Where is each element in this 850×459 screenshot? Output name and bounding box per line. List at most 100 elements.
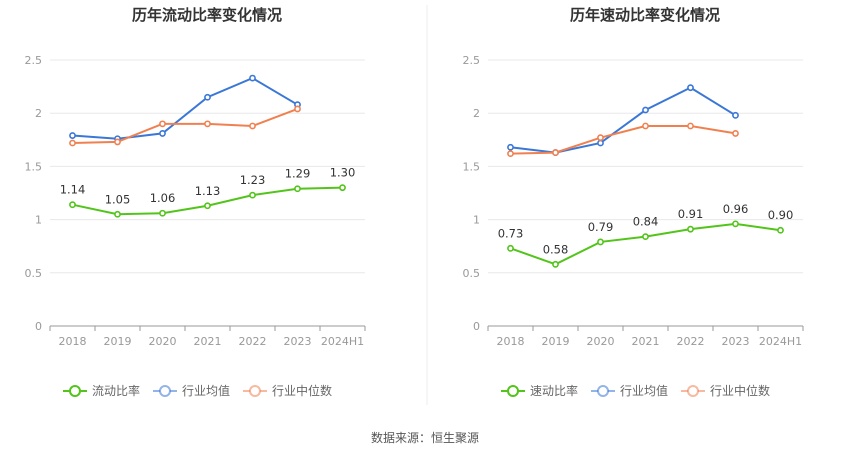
legend-item[interactable]: 流动比率	[63, 383, 140, 398]
legend-marker	[507, 385, 519, 397]
source-note: 数据来源：恒生聚源	[371, 430, 479, 445]
chart-title: 历年速动比率变化情况	[570, 6, 720, 24]
data-point	[249, 122, 256, 130]
legend-item[interactable]: 速动比率	[501, 383, 578, 398]
data-point	[642, 233, 649, 241]
y-tick-label: 1	[35, 214, 42, 227]
series-line	[72, 76, 299, 140]
data-point	[204, 120, 211, 128]
x-tick-label: 2024H1	[321, 335, 364, 348]
data-point	[777, 226, 784, 234]
data-point	[69, 201, 76, 209]
legend-item[interactable]: 行业中位数	[243, 383, 332, 398]
current-ratio-panel: 历年流动比率变化情况 0 0.5 1 1.5 2 2.5 2018 2019 2020 2021 20…	[25, 6, 366, 398]
data-point	[597, 238, 604, 246]
series-line	[72, 108, 298, 144]
data-point	[552, 149, 559, 156]
data-point	[507, 143, 514, 151]
data-point	[732, 130, 739, 137]
legend-label: 行业中位数	[710, 383, 770, 398]
y-tick-label: 2.5	[25, 54, 43, 67]
x-tick-label: 2022	[239, 335, 267, 348]
legend-marker	[159, 385, 171, 397]
x-tick-label: 2019	[542, 335, 570, 348]
y-tick-label: 0	[473, 320, 480, 333]
x-tick-label: 2021	[632, 335, 660, 348]
data-point	[249, 74, 256, 82]
y-tick-label: 1.5	[463, 160, 481, 173]
y-tick-label: 0	[35, 320, 42, 333]
data-label: 1.30	[330, 166, 356, 180]
data-point	[159, 120, 166, 128]
data-label: 0.73	[498, 226, 524, 240]
data-label: 1.06	[150, 191, 176, 205]
legend-marker	[687, 385, 699, 397]
data-label: 0.79	[588, 220, 614, 234]
data-point	[732, 111, 739, 119]
y-tick-label: 1	[473, 214, 480, 227]
data-point	[687, 84, 694, 92]
y-tick-label: 2	[35, 107, 42, 120]
data-point	[732, 220, 739, 228]
legend-label: 行业中位数	[272, 383, 332, 398]
data-point	[339, 184, 346, 192]
data-point	[552, 260, 559, 268]
y-tick-label: 1.5	[25, 160, 43, 173]
legend-marker	[249, 385, 261, 397]
data-label: 0.96	[723, 202, 749, 216]
data-point	[687, 122, 694, 130]
data-point	[294, 185, 301, 193]
x-tick-label: 2022	[677, 335, 705, 348]
data-label: 1.23	[240, 173, 266, 187]
data-point	[69, 132, 76, 139]
legend-label: 行业均值	[182, 383, 230, 398]
y-tick-label: 0.5	[25, 267, 43, 280]
legend-marker	[597, 385, 609, 397]
legend-marker	[69, 385, 81, 397]
data-point	[597, 139, 604, 147]
x-tick-label: 2018	[59, 335, 87, 348]
y-tick-label: 2	[473, 107, 480, 120]
data-point	[159, 130, 166, 137]
data-point	[294, 105, 301, 113]
data-point	[642, 106, 649, 114]
legend-label: 速动比率	[530, 383, 578, 398]
data-label: 1.29	[285, 167, 311, 181]
x-tick-label: 2020	[149, 335, 177, 348]
x-tick-label: 2024H1	[759, 335, 802, 348]
legend-label: 行业均值	[620, 383, 668, 398]
data-point	[642, 122, 649, 130]
x-tick-label: 2021	[194, 335, 222, 348]
x-tick-label: 2023	[284, 335, 312, 348]
series-line	[510, 86, 737, 154]
data-label: 1.14	[60, 183, 86, 197]
data-label: 0.90	[768, 208, 794, 222]
data-point	[114, 138, 121, 146]
data-point	[507, 150, 514, 158]
legend-item[interactable]: 行业均值	[591, 383, 668, 398]
data-label: 1.13	[195, 184, 221, 198]
data-point	[204, 202, 211, 210]
x-tick-label: 2019	[104, 335, 132, 348]
data-label: 0.84	[633, 215, 659, 229]
x-tick-label: 2018	[497, 335, 525, 348]
x-tick-label: 2023	[722, 335, 750, 348]
data-label: 1.05	[105, 192, 131, 206]
series-line	[510, 124, 736, 155]
data-point	[159, 209, 166, 217]
data-point	[597, 134, 604, 142]
y-tick-label: 2.5	[463, 54, 481, 67]
legend-item[interactable]: 行业中位数	[681, 383, 770, 398]
data-label: 0.58	[543, 242, 569, 256]
data-point	[249, 191, 256, 199]
data-point	[114, 210, 121, 218]
x-tick-label: 2020	[587, 335, 615, 348]
data-point	[204, 93, 211, 101]
data-point	[507, 244, 514, 252]
y-tick-label: 0.5	[463, 267, 481, 280]
data-point	[69, 139, 76, 147]
data-label: 0.91	[678, 207, 704, 221]
legend-item[interactable]: 行业均值	[153, 383, 230, 398]
legend-label: 流动比率	[92, 383, 140, 398]
